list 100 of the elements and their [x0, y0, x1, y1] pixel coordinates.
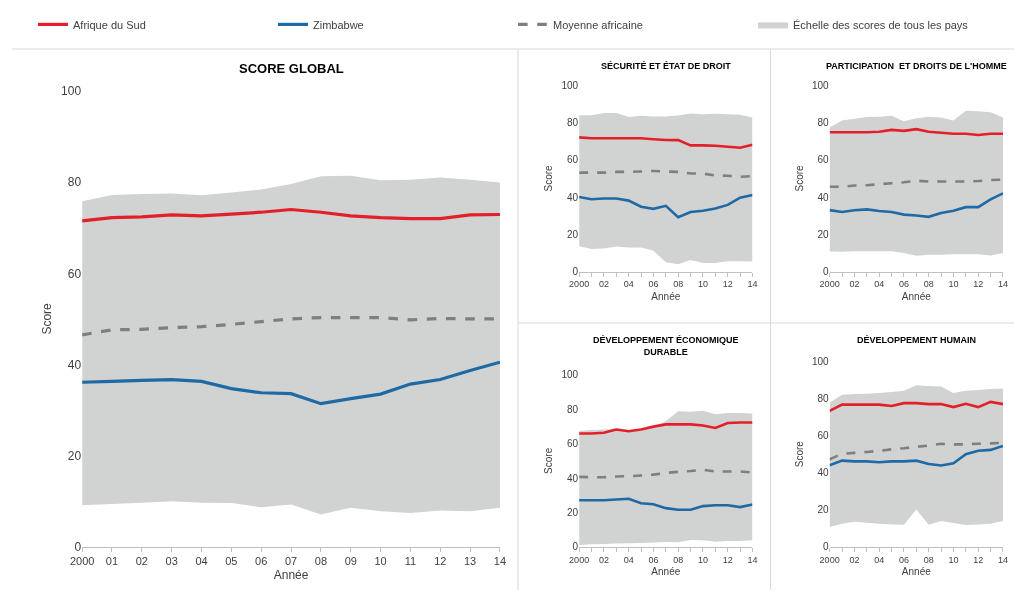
chart-title: DÉVELOPPEMENT ÉCONOMIQUE DURABLE: [593, 335, 739, 357]
y-tick-label: 60: [817, 430, 830, 442]
y-axis-title: Score: [40, 302, 55, 335]
x-tick-label: 12: [434, 555, 447, 568]
x-tick-label: 06: [898, 279, 909, 290]
x-tick-label: 10: [948, 554, 959, 565]
y-tick-label: 60: [817, 154, 830, 166]
x-tick-label: 02: [849, 279, 860, 290]
y-tick-label: 80: [817, 393, 830, 405]
x-tick-label: 2000: [819, 554, 840, 565]
x-tick-label: 14: [493, 555, 507, 568]
y-axis-title: Score: [793, 164, 805, 192]
x-tick-label: 2000: [819, 279, 840, 290]
x-tick-label: 02: [849, 554, 860, 565]
line-series: [829, 178, 1003, 189]
legend-label: Afrique du Sud: [73, 18, 146, 31]
legend-label: Moyenne africaine: [553, 18, 643, 31]
x-tick-label: 06: [648, 554, 659, 565]
x-tick-label: 02: [598, 554, 609, 565]
x-tick-label: 08: [673, 279, 684, 290]
y-tick-label: 60: [567, 154, 579, 166]
y-tick-label: 40: [817, 191, 830, 203]
x-tick-label: 13: [464, 555, 477, 568]
line-series: [829, 444, 1003, 467]
x-tick-label: 07: [284, 555, 298, 568]
x-axis-title: Année: [901, 566, 932, 578]
y-tick-label: 40: [567, 472, 579, 484]
x-tick-label: 05: [225, 555, 238, 568]
x-tick-label: 08: [923, 554, 934, 565]
y-axis-title: Score: [543, 447, 555, 474]
legend-label: Échelle des scores de tous les pays: [793, 18, 969, 31]
y-tick-label: 0: [74, 540, 82, 555]
y-tick-label: 40: [567, 191, 579, 203]
x-tick-label: 04: [623, 279, 634, 290]
y-tick-label: 20: [67, 448, 82, 463]
y-tick-label: 40: [67, 357, 82, 372]
x-tick-label: 06: [898, 554, 909, 565]
y-tick-label: 100: [811, 355, 830, 367]
x-tick-label: 2000: [69, 555, 95, 568]
line-series: [829, 400, 1003, 413]
x-tick-label: 02: [135, 555, 148, 568]
y-tick-label: 20: [567, 506, 579, 518]
line-series: [82, 207, 500, 223]
x-tick-label: 04: [874, 279, 885, 290]
x-tick-label: 02: [598, 279, 609, 290]
x-tick-label: 03: [165, 555, 178, 568]
x-tick-label: 01: [105, 555, 119, 568]
x-tick-label: 14: [997, 554, 1008, 565]
y-tick-label: 0: [823, 266, 830, 278]
line-series: [579, 421, 753, 435]
x-tick-label: 04: [623, 554, 634, 565]
y-tick-label: 0: [823, 541, 830, 553]
y-tick-label: 80: [567, 403, 579, 415]
x-tick-label: 2000: [569, 279, 590, 290]
x-tick-label: 10: [697, 554, 708, 565]
y-tick-label: 20: [817, 228, 830, 240]
line-series: [579, 497, 753, 512]
y-tick-label: 100: [811, 79, 830, 91]
y-tick-label: 80: [567, 116, 579, 128]
y-tick-label: 80: [67, 175, 82, 190]
x-tick-label: 04: [195, 555, 208, 568]
x-axis-title: Année: [273, 567, 309, 582]
chart-title: PARTICIPATION ET DROITS DE L'HOMME: [826, 61, 1007, 71]
y-tick-label: 60: [567, 438, 579, 450]
x-axis-title: Année: [651, 566, 681, 578]
chart-title: DÉVELOPPEMENT HUMAIN: [857, 335, 977, 345]
y-axis-title: Score: [543, 164, 555, 192]
x-tick-label: 10: [374, 555, 387, 568]
x-tick-label: 10: [697, 279, 708, 290]
x-tick-label: 11: [404, 555, 417, 568]
line-series: [579, 193, 753, 219]
x-tick-label: 08: [314, 555, 328, 568]
x-tick-label: 08: [923, 279, 934, 290]
x-axis-title: Année: [651, 290, 681, 302]
y-tick-label: 40: [817, 467, 830, 479]
y-tick-label: 0: [572, 266, 579, 278]
y-tick-label: 0: [572, 541, 579, 553]
line-series: [82, 360, 500, 406]
x-tick-label: 2000: [569, 554, 590, 565]
y-tick-label: 80: [817, 116, 830, 128]
y-tick-label: 100: [61, 84, 82, 99]
line-series: [579, 136, 753, 150]
x-tick-label: 12: [722, 279, 733, 290]
x-tick-label: 14: [747, 554, 758, 565]
chart-title: SCORE GLOBAL: [239, 61, 344, 76]
line-series: [829, 192, 1003, 219]
line-series: [579, 468, 753, 479]
x-tick-label: 06: [255, 555, 268, 568]
x-tick-label: 12: [973, 554, 984, 565]
x-tick-label: 08: [673, 554, 684, 565]
x-tick-label: 09: [344, 555, 357, 568]
x-tick-label: 10: [948, 279, 959, 290]
x-tick-label: 12: [973, 279, 984, 290]
legend-label: Zimbabwe: [313, 18, 364, 31]
y-tick-label: 100: [561, 79, 579, 91]
x-tick-label: 12: [722, 554, 733, 565]
y-tick-label: 20: [817, 504, 830, 516]
y-tick-label: 20: [567, 228, 579, 240]
chart-title: SÉCURITÉ ET ÉTAT DE DROIT: [601, 61, 732, 71]
y-axis-title: Score: [793, 440, 805, 468]
